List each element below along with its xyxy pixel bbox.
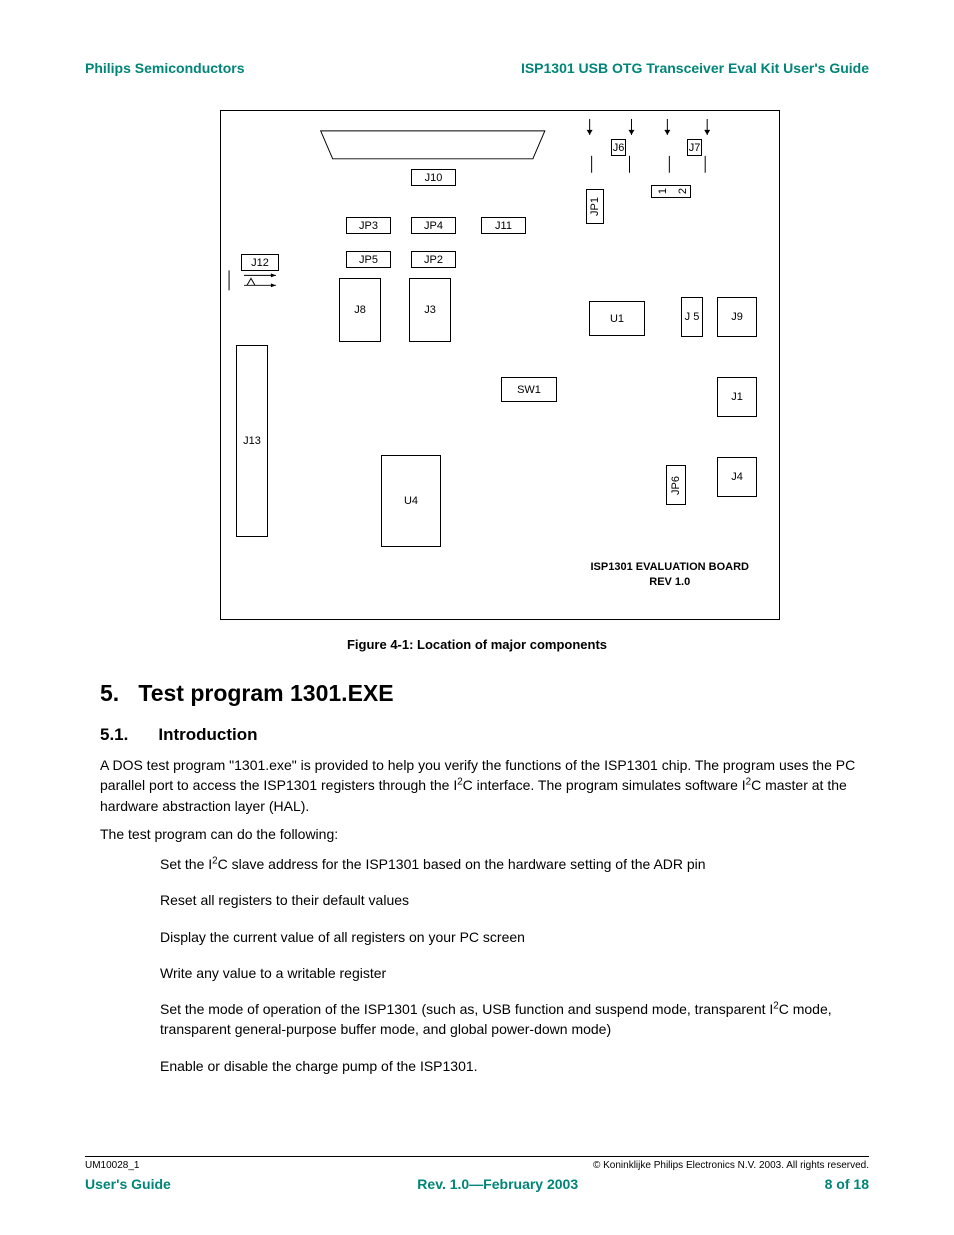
component-label-jp5: JP5	[359, 254, 378, 266]
list-item: Write any value to a writable register	[160, 963, 869, 983]
bullet-pre: Enable or disable the charge pump of the…	[160, 1058, 478, 1074]
component-j6: J6	[611, 139, 626, 156]
figure-caption: Figure 4-1: Location of major components	[0, 637, 954, 652]
component-label-j11: J11	[495, 220, 512, 232]
list-item: Display the current value of all registe…	[160, 927, 869, 947]
subsection-name: Introduction	[158, 725, 257, 745]
bullet-pre: Set the I	[160, 856, 212, 872]
component-label-jp1: JP1	[589, 197, 601, 216]
component-label-j6: J6	[613, 142, 625, 154]
component-label-jp4: JP4	[424, 220, 443, 232]
component-label-j13: J13	[243, 435, 261, 447]
list-item: Enable or disable the charge pump of the…	[160, 1056, 869, 1076]
component-j10: J10	[411, 169, 456, 186]
component-j13: J13	[236, 345, 268, 537]
component-u4: U4	[381, 455, 441, 547]
component-label-jp2: JP2	[424, 254, 443, 266]
component-j4: J4	[717, 457, 757, 497]
list-item: Reset all registers to their default val…	[160, 890, 869, 910]
component-j8: J8	[339, 278, 381, 342]
diagram-label-lbl2: 2	[677, 188, 689, 194]
component-label-j3: J3	[424, 304, 436, 316]
component-u1: U1	[589, 301, 645, 336]
bullet-pre: Write any value to a writable register	[160, 965, 386, 981]
diagram-label-lbl1: 1	[657, 188, 669, 194]
component-jp6: JP6	[666, 465, 686, 505]
footer-right: 8 of 18	[825, 1176, 869, 1192]
subsection: 5.1. Introduction	[100, 725, 258, 745]
list-item: Set the mode of operation of the ISP1301…	[160, 999, 869, 1040]
subsection-num: 5.1.	[100, 725, 128, 745]
component-jp3: JP3	[346, 217, 391, 234]
footer-left: User's Guide	[85, 1176, 171, 1192]
component-j3: J3	[409, 278, 451, 342]
board-title-l1: ISP1301 EVALUATION BOARD	[590, 561, 749, 573]
component-label-jp6: JP6	[670, 476, 682, 495]
section-name: Test program 1301.EXE	[138, 680, 393, 706]
component-label-j4: J4	[731, 471, 743, 483]
board-title: ISP1301 EVALUATION BOARD REV 1.0	[590, 560, 749, 589]
component-label-j1: J1	[731, 391, 743, 403]
p1b: C interface. The program simulates softw…	[463, 777, 746, 793]
component-label-u4: U4	[404, 495, 418, 507]
component-label-j10: J10	[425, 172, 443, 184]
component-label-u1: U1	[610, 313, 624, 325]
component-j7: J7	[687, 139, 702, 156]
component-jp4: JP4	[411, 217, 456, 234]
component-sw1: SW1	[501, 377, 557, 402]
component-j1: J1	[717, 377, 757, 417]
component-jp5: JP5	[346, 251, 391, 268]
bullet-pre: Display the current value of all registe…	[160, 929, 525, 945]
component-label-j7: J7	[689, 142, 701, 154]
board-title-l2: REV 1.0	[649, 576, 690, 588]
component-jp2: JP2	[411, 251, 456, 268]
component-label-j8: J8	[354, 304, 366, 316]
section-title: 5. Test program 1301.EXE	[100, 680, 394, 707]
component-j11: J11	[481, 217, 526, 234]
header-right: ISP1301 USB OTG Transceiver Eval Kit Use…	[521, 60, 869, 76]
footer-nav: User's Guide Rev. 1.0—February 2003 8 of…	[85, 1176, 869, 1192]
capabilities-list: Set the I2C slave address for the ISP130…	[160, 854, 869, 1092]
footer-meta: UM10028_1 © Koninklijke Philips Electron…	[85, 1160, 869, 1171]
section-num: 5.	[100, 680, 119, 706]
component-j5: J 5	[681, 297, 703, 337]
footer-center: Rev. 1.0—February 2003	[417, 1176, 578, 1192]
component-label-jp3: JP3	[359, 220, 378, 232]
component-label-sw1: SW1	[517, 384, 541, 396]
component-label-j5: J 5	[685, 311, 700, 323]
page-header: Philips Semiconductors ISP1301 USB OTG T…	[85, 60, 869, 76]
list-intro: The test program can do the following:	[100, 824, 869, 844]
diagram-arrows	[221, 111, 779, 619]
header-left: Philips Semiconductors	[85, 60, 244, 76]
component-jp1: JP1	[586, 189, 604, 224]
component-j12: J12	[241, 254, 279, 271]
bullet-post: C slave address for the ISP1301 based on…	[218, 856, 706, 872]
footer-rule	[85, 1156, 869, 1157]
intro-paragraph: A DOS test program "1301.exe" is provide…	[100, 755, 869, 816]
component-label-j9: J9	[731, 311, 743, 323]
copyright: © Koninklijke Philips Electronics N.V. 2…	[593, 1160, 869, 1171]
board-diagram: ISP1301 EVALUATION BOARD REV 1.0 J6 J7 J10…	[220, 110, 780, 620]
doc-id: UM10028_1	[85, 1160, 139, 1171]
bullet-pre: Set the mode of operation of the ISP1301…	[160, 1001, 773, 1017]
bullet-pre: Reset all registers to their default val…	[160, 892, 409, 908]
component-label-j12: J12	[251, 257, 269, 269]
component-j9: J9	[717, 297, 757, 337]
list-item: Set the I2C slave address for the ISP130…	[160, 854, 869, 874]
